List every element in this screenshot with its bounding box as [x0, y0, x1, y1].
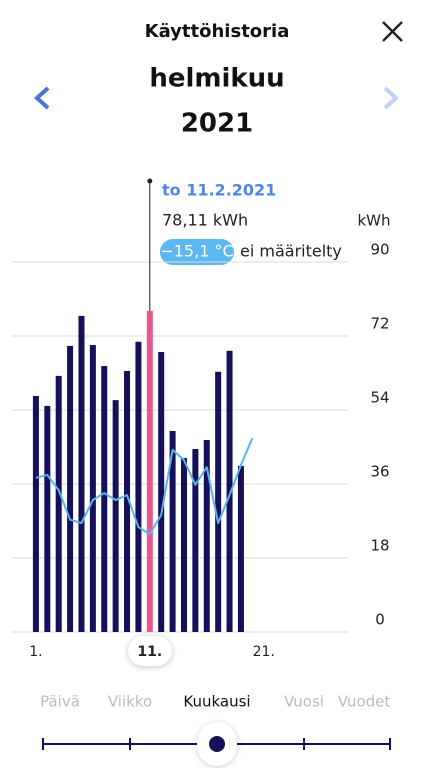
y-tick-label: 54 — [370, 389, 389, 407]
bar — [44, 405, 51, 632]
y-tick-label: 72 — [370, 315, 389, 333]
y-axis-label: kWh — [357, 212, 390, 230]
tooltip-note: ei määritelty — [240, 242, 342, 261]
close-icon — [382, 21, 403, 42]
bar — [55, 375, 62, 632]
selection-dot — [147, 178, 153, 184]
prev-arrow[interactable] — [34, 86, 50, 110]
year: 2021 — [181, 109, 253, 139]
bar — [226, 350, 233, 632]
tab[interactable]: Viikko — [108, 693, 152, 711]
bar — [112, 400, 119, 632]
slider-ticks — [42, 738, 391, 750]
temperature-line — [35, 437, 254, 536]
bar — [78, 315, 85, 632]
y-tick-label: 36 — [370, 463, 389, 481]
temperature-pill — [160, 239, 234, 265]
close-button[interactable] — [382, 21, 403, 42]
x-tick-label: 11. — [137, 644, 162, 660]
x-tick-label: 21. — [253, 644, 275, 660]
tooltip-date: to 11.2.2021 — [162, 181, 276, 200]
tooltip-temperature: −15,1 °C — [160, 242, 233, 261]
bar — [146, 310, 153, 632]
bar — [89, 345, 96, 632]
bar — [192, 449, 199, 632]
title: Käyttöhistoria — [145, 21, 290, 42]
tab[interactable]: Vuosi — [284, 693, 324, 711]
bar — [169, 430, 176, 632]
bar — [215, 371, 222, 632]
bar — [180, 458, 187, 632]
tab[interactable]: Kuukausi — [183, 693, 250, 711]
bar — [203, 440, 210, 632]
tooltip-value: 78,11 kWh — [162, 211, 248, 230]
bar — [135, 341, 142, 632]
bar — [32, 396, 39, 632]
y-tick-label: 90 — [370, 241, 389, 259]
month: helmikuu — [149, 64, 284, 94]
selected-day-pill — [128, 636, 172, 666]
bar — [101, 366, 108, 632]
bar — [67, 345, 74, 632]
tab[interactable]: Päivä — [40, 693, 80, 711]
slider-handle[interactable] — [209, 736, 225, 752]
tab[interactable]: Vuodet — [338, 693, 391, 711]
x-tick-label: 1. — [29, 644, 42, 660]
y-tick-label: 18 — [370, 537, 389, 555]
bar — [124, 370, 131, 632]
bar — [158, 352, 165, 632]
bar — [237, 465, 244, 632]
y-tick-label: 0 — [375, 611, 385, 629]
next-arrow[interactable] — [383, 86, 399, 110]
